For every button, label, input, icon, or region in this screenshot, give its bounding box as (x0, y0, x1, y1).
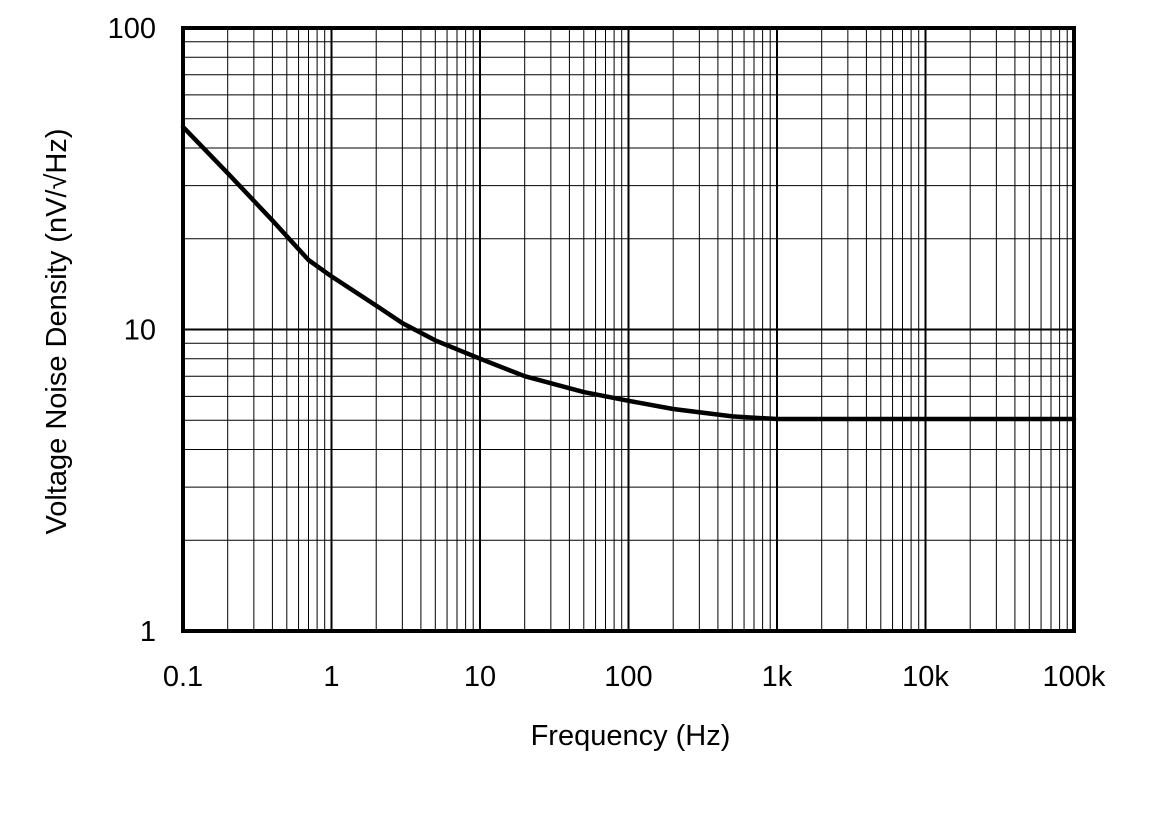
x-tick-label: 10k (902, 661, 949, 693)
x-tick-label: 0.1 (163, 661, 203, 693)
x-axis-title: Frequency (Hz) (531, 720, 731, 752)
x-tick-labels: 0.1 1 10 100 1k 10k 100k (163, 661, 1106, 693)
grid (183, 28, 1074, 631)
y-tick-labels: 1 10 100 (108, 13, 156, 648)
plot-frame (181, 26, 1076, 633)
x-tick-label: 100k (1043, 661, 1106, 693)
y-axis-title: Voltage Noise Density (nV/√Hz) (41, 129, 73, 535)
y-tick-label: 100 (108, 13, 156, 45)
x-tick-label: 100 (604, 661, 652, 693)
y-tick-label: 10 (124, 315, 156, 347)
series-line (180, 124, 1077, 422)
y-tick-label: 1 (140, 616, 156, 648)
x-tick-label: 10 (464, 661, 496, 693)
x-tick-label: 1 (323, 661, 339, 693)
x-tick-label: 1k (762, 661, 793, 693)
